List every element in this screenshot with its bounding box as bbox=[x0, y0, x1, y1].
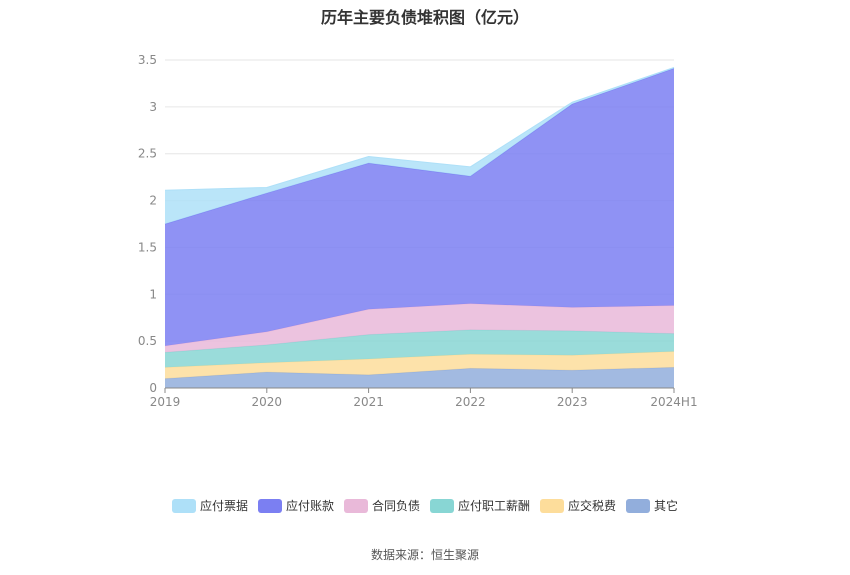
legend-label: 其它 bbox=[654, 499, 679, 513]
y-tick-label: 2 bbox=[149, 194, 157, 208]
legend-label: 应付职工薪酬 bbox=[458, 499, 531, 513]
y-tick-label: 0.5 bbox=[138, 334, 157, 348]
data-source: 数据来源：恒生聚源 bbox=[370, 548, 479, 562]
area-series bbox=[165, 67, 674, 224]
x-tick-label: 2021 bbox=[353, 395, 384, 409]
legend-swatch bbox=[430, 498, 454, 513]
series-line bbox=[164, 67, 675, 191]
legend-swatch bbox=[257, 498, 282, 513]
y-tick-label: 3 bbox=[149, 100, 157, 114]
area-series bbox=[165, 303, 674, 353]
legend-swatch bbox=[626, 498, 651, 513]
legend-swatch bbox=[343, 498, 368, 513]
y-tick-label: 2.5 bbox=[138, 147, 157, 161]
legend-label: 合同负债 bbox=[371, 499, 420, 513]
chart-legend: 应付票据 应付账款 合同负债 应付职工薪酬 应交税费 其它 bbox=[0, 497, 850, 514]
legend-swatch bbox=[540, 498, 565, 513]
legend-item[interactable]: 合同负债 bbox=[343, 497, 420, 514]
legend-item[interactable]: 应交税费 bbox=[540, 497, 616, 514]
stacked-area-chart: 0 0.5 1 1.5 2 2.5 3 3.5 2019 2020 2021 2022 2023 2024… bbox=[138, 53, 698, 409]
legend-item[interactable]: 应付职工薪酬 bbox=[430, 497, 530, 514]
y-tick-label: 1.5 bbox=[138, 240, 157, 254]
x-tick-label: 2022 bbox=[455, 395, 486, 409]
x-tick-label: 2020 bbox=[252, 395, 283, 409]
legend-label: 应付账款 bbox=[285, 499, 334, 513]
x-tick-label: 2023 bbox=[557, 395, 588, 409]
area-series bbox=[165, 367, 674, 388]
legend-label: 应交税费 bbox=[568, 499, 617, 513]
chart-title: 历年主要负债堆积图（亿元） bbox=[320, 8, 529, 27]
legend-item[interactable]: 其它 bbox=[626, 497, 678, 514]
legend-label: 应付票据 bbox=[199, 499, 248, 513]
y-tick-label: 1 bbox=[149, 287, 157, 301]
area-series bbox=[165, 68, 674, 346]
y-tick-label: 3.5 bbox=[138, 53, 157, 67]
area-series bbox=[165, 351, 674, 379]
legend-swatch bbox=[171, 498, 196, 513]
legend-item[interactable]: 应付票据 bbox=[171, 497, 248, 514]
area-series bbox=[165, 329, 674, 368]
x-tick-label: 2019 bbox=[150, 395, 181, 409]
y-tick-label: 0 bbox=[149, 381, 157, 395]
x-tick-label: 2024H1 bbox=[650, 395, 697, 409]
legend-item[interactable]: 应付账款 bbox=[257, 497, 334, 514]
